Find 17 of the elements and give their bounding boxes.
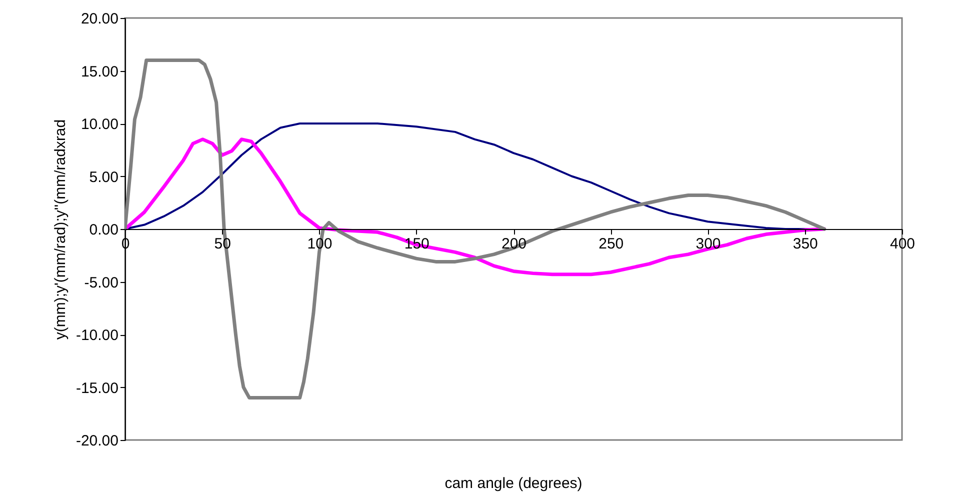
- y-tick-label: -10.00: [76, 327, 118, 344]
- x-tick-label: 250: [598, 236, 624, 252]
- y-tick-label: 0.00: [89, 222, 118, 238]
- x-tick-label: 350: [792, 236, 818, 252]
- y-tick-label: 20.00: [80, 10, 118, 28]
- y-tick-label: 10.00: [80, 116, 118, 133]
- y-tick-label: 15.00: [80, 63, 118, 80]
- x-tick-label: 100: [307, 236, 332, 252]
- y-tick-label: 5.00: [89, 168, 118, 186]
- x-tick-label: 400: [890, 236, 916, 252]
- x-axis-title: cam angle (degrees): [444, 475, 582, 492]
- x-tick-label: 200: [501, 236, 527, 252]
- y-tick-label: -5.00: [84, 274, 118, 292]
- y-axis-title: y(mm);y'(mm/rad);y''(mm/radxrad: [52, 119, 69, 340]
- x-tick-label: 50: [214, 236, 231, 252]
- y-tick-label: -20.00: [76, 432, 118, 450]
- y-tick-label: -15.00: [76, 380, 118, 397]
